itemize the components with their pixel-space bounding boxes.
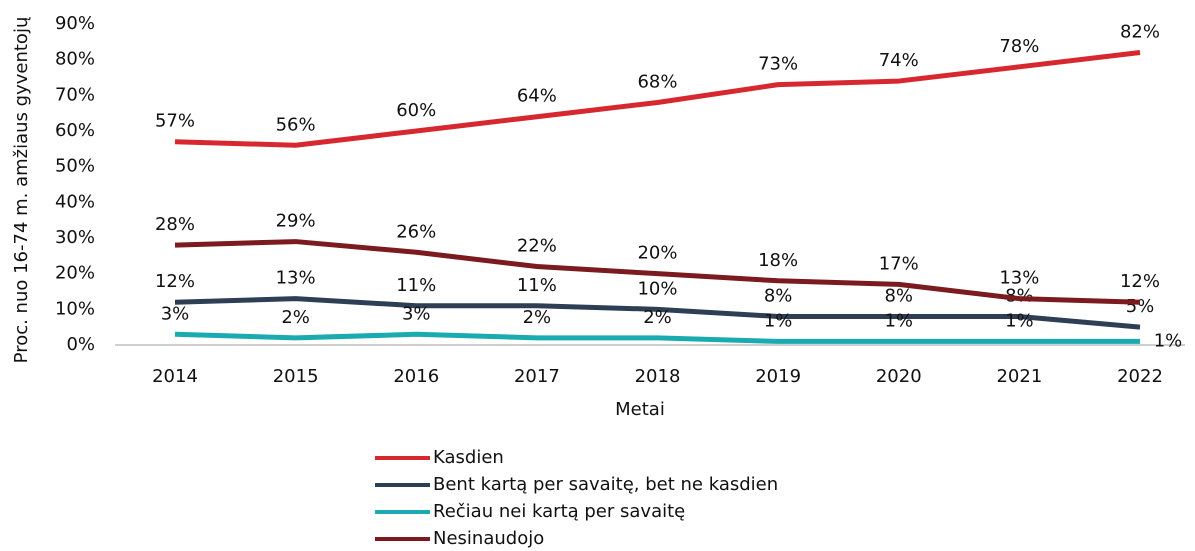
- legend-label: Nesinaudojo: [433, 528, 544, 549]
- data-label: 82%: [1120, 22, 1160, 43]
- x-tick-label: 2014: [152, 366, 198, 387]
- y-tick-label: 50%: [55, 156, 95, 177]
- series-line: [174, 331, 1140, 344]
- x-tick-label: 2021: [996, 366, 1042, 387]
- y-tick-label: 0%: [66, 334, 95, 355]
- x-axis-label: Metai: [615, 399, 665, 420]
- data-label: 17%: [879, 253, 919, 274]
- y-axis-label: Proc. nuo 16-74 m. amžiaus gyventojų: [11, 16, 32, 363]
- legend-label: Bent kartą per savaitę, bet ne kasdien: [433, 474, 778, 495]
- y-tick-label: 60%: [55, 120, 95, 141]
- legend-label: Kasdien: [433, 447, 504, 468]
- data-label: 2%: [523, 307, 552, 328]
- data-label: 60%: [396, 100, 436, 121]
- y-tick-label: 10%: [55, 298, 95, 319]
- data-label: 18%: [758, 250, 798, 271]
- data-label: 11%: [517, 275, 557, 296]
- data-label: 5%: [1126, 296, 1155, 317]
- x-tick-label: 2016: [393, 366, 439, 387]
- data-label: 28%: [155, 214, 195, 235]
- data-label: 12%: [1120, 271, 1160, 292]
- x-tick-label: 2015: [273, 366, 319, 387]
- data-label: 8%: [884, 285, 913, 306]
- data-label: 12%: [155, 271, 195, 292]
- y-tick-label: 30%: [55, 227, 95, 248]
- data-label: 73%: [758, 54, 798, 75]
- data-label: 29%: [276, 211, 316, 232]
- data-label: 20%: [637, 243, 677, 264]
- data-label: 13%: [276, 268, 316, 289]
- data-label: 22%: [517, 236, 557, 257]
- data-label: 10%: [637, 278, 677, 299]
- data-label: 11%: [396, 275, 436, 296]
- data-label: 1%: [884, 310, 913, 331]
- legend-label: Rečiau nei kartą per savaitę: [433, 501, 685, 522]
- data-label: 3%: [402, 303, 431, 324]
- data-label: 74%: [879, 50, 919, 71]
- x-tick-label: 2019: [755, 366, 801, 387]
- series-line: [174, 239, 1141, 305]
- y-tick-label: 20%: [55, 263, 95, 284]
- data-label: 68%: [637, 71, 677, 92]
- data-label: 1%: [764, 310, 793, 331]
- x-tick-label: 2017: [514, 366, 560, 387]
- series-line: [174, 50, 1141, 148]
- y-tick-label: 80%: [55, 49, 95, 70]
- data-label: 8%: [764, 285, 793, 306]
- y-tick-label: 70%: [55, 84, 95, 105]
- data-label: 57%: [155, 111, 195, 132]
- y-tick-label: 90%: [55, 13, 95, 34]
- x-tick-label: 2022: [1117, 366, 1163, 387]
- x-tick-label: 2018: [635, 366, 681, 387]
- data-label: 1%: [1005, 310, 1034, 331]
- data-label: 1%: [1154, 330, 1183, 351]
- data-label: 64%: [517, 86, 557, 107]
- data-label: 26%: [396, 221, 436, 242]
- data-label: 2%: [281, 307, 310, 328]
- y-tick-label: 40%: [55, 191, 95, 212]
- data-label: 3%: [161, 303, 190, 324]
- data-label: 2%: [643, 307, 672, 328]
- data-label: 78%: [999, 36, 1039, 57]
- x-tick-label: 2020: [876, 366, 922, 387]
- data-label: 13%: [999, 268, 1039, 289]
- series-line: [174, 296, 1141, 330]
- data-label: 56%: [276, 114, 316, 135]
